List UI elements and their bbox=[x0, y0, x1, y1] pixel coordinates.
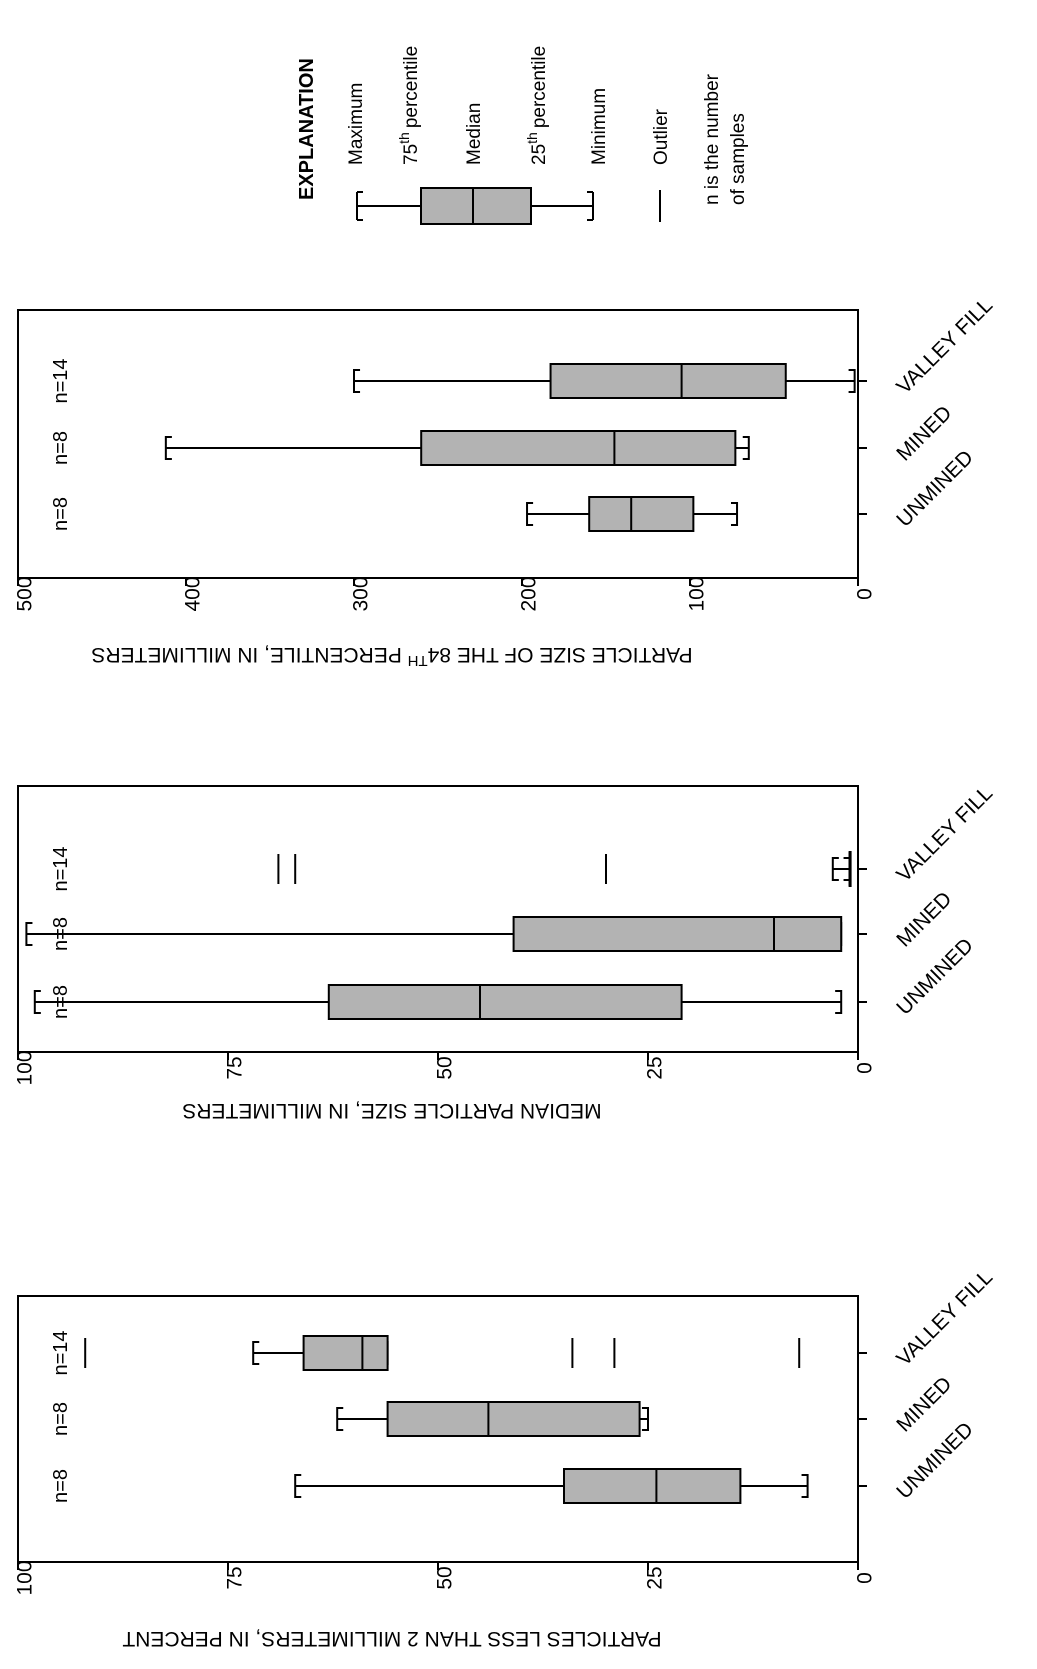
legend-box bbox=[420, 187, 532, 225]
iqr-box bbox=[563, 1468, 742, 1504]
max-cap bbox=[353, 369, 361, 393]
n-label: n=14 bbox=[50, 358, 72, 403]
box-plot-mined bbox=[25, 916, 843, 952]
label-75th-percentile: 75thpercentile bbox=[396, 46, 422, 165]
min-cap bbox=[848, 369, 856, 393]
iqr-box bbox=[420, 430, 737, 466]
box-plot-unmined bbox=[294, 1468, 809, 1504]
y-tick-label: 300 bbox=[350, 576, 373, 611]
iqr-box bbox=[327, 984, 683, 1020]
min-cap bbox=[641, 1407, 649, 1431]
max-cap bbox=[831, 857, 839, 881]
label-n-line2: of samples bbox=[728, 113, 749, 205]
category-label: MINED bbox=[892, 887, 956, 951]
y-tick-label: 0 bbox=[854, 1062, 877, 1074]
y-tick-label: 500 bbox=[14, 576, 37, 611]
y-tick-label: 200 bbox=[518, 576, 541, 611]
max-cap bbox=[252, 1341, 260, 1365]
max-cap bbox=[33, 990, 41, 1014]
box-plot-unmined bbox=[33, 984, 843, 1020]
iqr-box bbox=[386, 1401, 641, 1437]
iqr-box bbox=[512, 916, 843, 952]
min-cap bbox=[742, 436, 750, 460]
y-tick-label: 400 bbox=[182, 576, 205, 611]
y-tick-label: 100 bbox=[14, 1560, 37, 1595]
y-tick-label: 50 bbox=[434, 1566, 457, 1589]
min-cap bbox=[835, 990, 843, 1014]
category-label: VALLEY FILL bbox=[892, 782, 997, 887]
label-maximum: Maximum bbox=[346, 83, 367, 165]
box-plot-mined bbox=[336, 1401, 649, 1437]
axis-title: MEDIAN PARTICLE SIZE, IN MILLIMETERS bbox=[182, 1099, 601, 1122]
explanation-title: EXPLANATION bbox=[296, 58, 318, 200]
max-cap bbox=[294, 1474, 302, 1498]
label-outlier: Outlier bbox=[651, 108, 672, 165]
explanation-legend: EXPLANATION Maximum 75thpercentile Media… bbox=[296, 46, 749, 225]
y-tick-label: 25 bbox=[644, 1056, 667, 1079]
y-tick-label: 75 bbox=[224, 1566, 247, 1589]
y-tick-label: 0 bbox=[854, 588, 877, 600]
category-label: VALLEY FILL bbox=[892, 294, 997, 399]
category-label: VALLEY FILL bbox=[892, 1266, 997, 1371]
label-minimum: Minimum bbox=[589, 88, 610, 165]
y-tick-label: 25 bbox=[644, 1566, 667, 1589]
label-median: Median bbox=[464, 103, 485, 165]
n-label: n=14 bbox=[50, 1330, 72, 1375]
iqr-box bbox=[549, 363, 787, 399]
box-plot-unmined bbox=[526, 496, 739, 532]
max-cap bbox=[164, 436, 172, 460]
y-tick-label: 100 bbox=[14, 1050, 37, 1085]
y-tick-label: 100 bbox=[686, 576, 709, 611]
plot-frame bbox=[17, 309, 859, 579]
category-label: MINED bbox=[892, 1372, 956, 1436]
n-label: n=8 bbox=[50, 1469, 72, 1503]
axis-title: PARTICLES LESS THAN 2 MILLIMETERS, IN PE… bbox=[122, 1627, 661, 1650]
iqr-box bbox=[588, 496, 695, 532]
box-plot-valley-fill bbox=[84, 1335, 801, 1371]
y-tick-label: 75 bbox=[224, 1056, 247, 1079]
min-cap bbox=[730, 502, 739, 526]
axis-title: PARTICLE SIZE OF THE 84TH PERCENTILE, IN… bbox=[91, 643, 692, 669]
y-tick-label: 50 bbox=[434, 1056, 457, 1079]
box-plot-valley-fill bbox=[353, 363, 856, 399]
category-label: MINED bbox=[892, 401, 956, 465]
y-tick-label: 0 bbox=[854, 1572, 877, 1584]
n-label: n=8 bbox=[50, 431, 72, 465]
n-label: n=14 bbox=[50, 846, 72, 891]
legend-box-plot bbox=[356, 191, 594, 221]
n-label: n=8 bbox=[50, 1402, 72, 1436]
label-25th-percentile: 25thpercentile bbox=[524, 46, 550, 165]
max-cap bbox=[526, 502, 534, 526]
box-plot-valley-fill bbox=[277, 851, 852, 887]
iqr-box bbox=[302, 1335, 389, 1371]
max-cap bbox=[25, 922, 33, 946]
min-cap bbox=[801, 1474, 809, 1498]
n-label: n=8 bbox=[50, 497, 72, 531]
box-plot-mined bbox=[164, 430, 750, 466]
label-n-line1: n is the number bbox=[702, 73, 723, 205]
max-cap bbox=[336, 1407, 344, 1431]
